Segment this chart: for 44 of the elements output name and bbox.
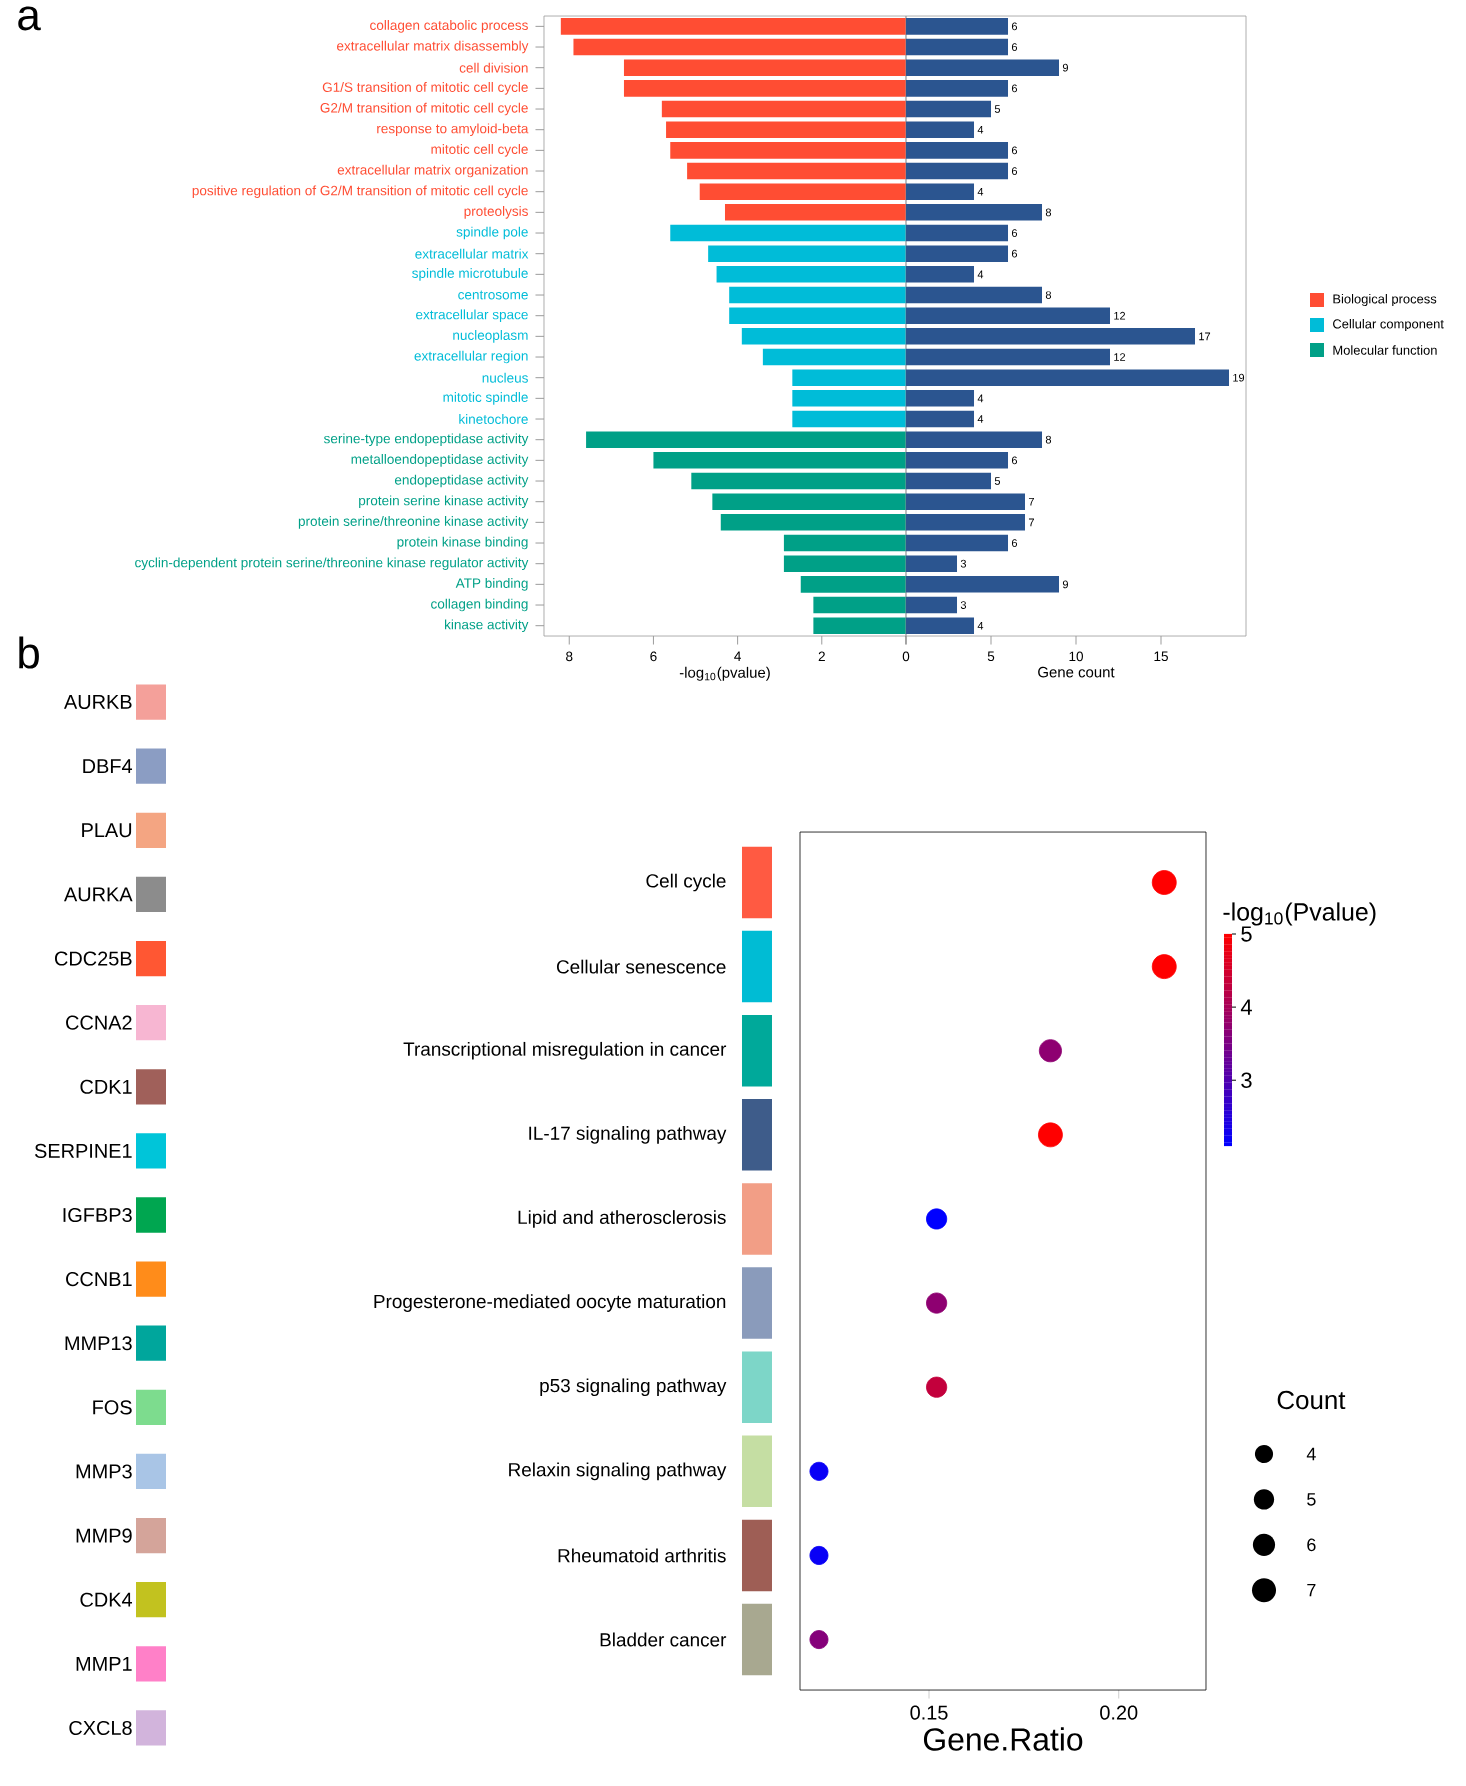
x-tick-label: 0.15: [910, 1705, 948, 1720]
y-tick-label: p53 signaling pathway: [540, 1378, 727, 1397]
category-label: CDK4: [80, 1592, 133, 1607]
x-axis-title: Gene.Ratio: [923, 1727, 1083, 1751]
y-tick-label: Relaxin signaling pathway: [509, 1462, 727, 1481]
category-label: MMP9: [76, 1528, 132, 1543]
color-bar-label: 4: [1240, 999, 1252, 1015]
legend-label: 6: [1307, 1538, 1316, 1552]
legend-label: 4: [1306, 1447, 1316, 1461]
y-tick-label: Progesterone-mediated oocyte maturation: [374, 1294, 726, 1312]
bar: [906, 38, 1009, 56]
color-bar-label: 3: [1241, 1072, 1252, 1088]
legend-label: 7: [1307, 1584, 1316, 1597]
category-label: CXCL8: [69, 1720, 132, 1735]
text: a: [18, 6, 41, 31]
color-bar-title: -log$_{10}$(Pvalue): [1223, 902, 1376, 926]
category-label: DBF4: [83, 759, 133, 774]
x-tick-label: 0.20: [1100, 1705, 1138, 1720]
category-label: CCNA2: [66, 1015, 132, 1030]
text: b: [19, 636, 39, 669]
category-label: MMP3: [76, 1464, 132, 1479]
y-tick-label: Cell cycle: [646, 873, 726, 892]
category-label: CDK1: [80, 1079, 132, 1094]
category-label: AURKB: [63, 695, 132, 710]
legend-label: 5: [1307, 1493, 1316, 1506]
color-bar-label: 5: [1241, 926, 1252, 942]
bar: [906, 18, 1009, 35]
category-label: MMP13: [65, 1336, 132, 1351]
bar: [906, 121, 975, 138]
y-tick-label: Rheumatoid arthritis: [558, 1548, 726, 1563]
category-label: FOS: [93, 1400, 132, 1415]
y-tick-label: Bladder cancer: [600, 1632, 727, 1647]
category-label: SERPINE1: [34, 1143, 132, 1158]
y-tick-label: IL-17 signaling pathway: [529, 1126, 727, 1144]
category-label: CDC25B: [54, 951, 132, 966]
legend-title: Count: [1277, 1390, 1346, 1410]
y-tick-label: Lipid and atherosclerosis: [518, 1210, 726, 1228]
y-tick-label: Transcriptional misregulation in cancer: [403, 1041, 727, 1060]
category-label: IGFBP3: [63, 1207, 132, 1223]
category-label: MMP1: [76, 1656, 132, 1671]
category-label: CCNB1: [66, 1272, 132, 1287]
category-label: PLAU: [82, 823, 132, 838]
y-tick-label: Cellular senescence: [556, 959, 726, 974]
category-label: AURKA: [63, 887, 133, 902]
